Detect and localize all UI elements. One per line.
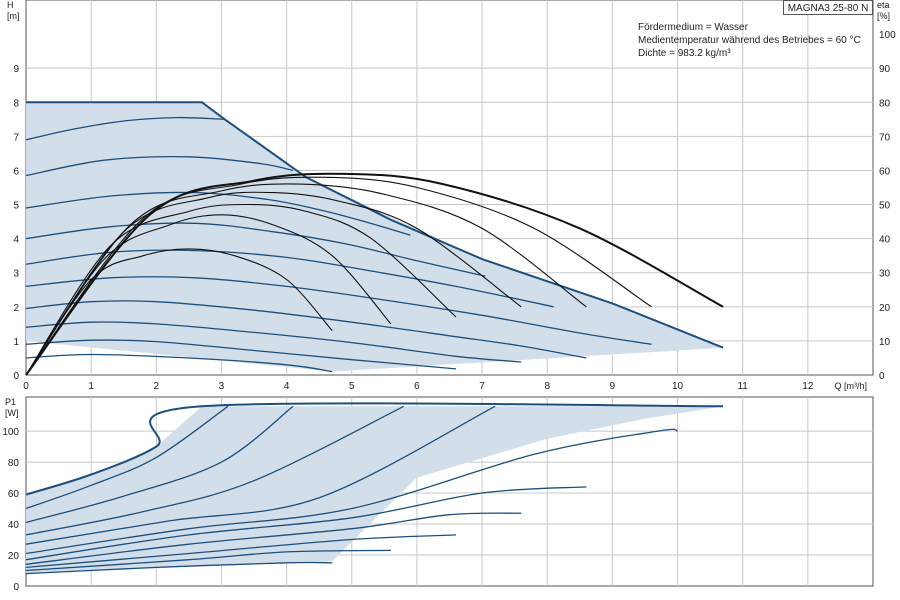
efficiency-curve: [25, 214, 392, 376]
y-tick-label: 40: [8, 520, 20, 531]
operating-range-area: [26, 406, 724, 574]
y-axis-unit: [m]: [7, 11, 20, 21]
y-tick-label: 0: [13, 371, 19, 382]
y-tick-label: 2: [13, 303, 19, 314]
annotation-text: Fördermedium = Wasser: [638, 22, 749, 33]
y-tick-label: 0: [13, 582, 19, 593]
y-right-tick-label: 90: [879, 64, 891, 75]
efficiency-curve: [25, 172, 724, 376]
head-curve: [26, 101, 724, 349]
y-right-tick-label: 30: [879, 269, 891, 280]
y-axis-label: P1: [5, 397, 16, 407]
y-tick-label: 6: [13, 166, 19, 177]
y-tick-label: 5: [13, 201, 19, 212]
efficiency-curve: [25, 203, 457, 376]
head-curve: [25, 300, 587, 359]
y-right-tick-label: 80: [879, 98, 891, 109]
y-right-tick-label: 0: [879, 371, 885, 382]
y-tick-label: 80: [8, 458, 20, 469]
y-tick-label: 8: [13, 98, 19, 109]
y-right-tick-label: 100: [879, 30, 896, 41]
x-tick-label: 5: [349, 381, 355, 392]
head-curve: [25, 339, 457, 370]
y-tick-label: 3: [13, 269, 19, 280]
y-right-tick-label: 50: [879, 201, 891, 212]
x-tick-label: 2: [154, 381, 160, 392]
y-axis-unit: [W]: [5, 408, 19, 418]
y-tick-label: 100: [2, 427, 19, 438]
x-tick-label: 0: [23, 381, 29, 392]
y-right-tick-label: 10: [879, 337, 891, 348]
y-right-axis-label: eta: [877, 0, 890, 10]
head-efficiency-chart: 0102030405060708090100eta[%]0123456789H[…: [7, 0, 896, 392]
y-right-axis-unit: [%]: [877, 11, 890, 21]
power-curve: [25, 486, 587, 561]
power-chart: 0 20 40 60 80 100 P1[W]: [2, 396, 874, 593]
x-tick-label: 8: [544, 381, 550, 392]
head-curve: [25, 155, 294, 177]
x-tick-label: 1: [88, 381, 94, 392]
x-tick-label: 9: [610, 381, 616, 392]
x-axis-label: Q [m³/h]: [834, 381, 867, 391]
operating-range-area: [26, 102, 724, 372]
power-curve: [25, 512, 522, 565]
power-curve: [25, 405, 294, 524]
head-curve: [25, 353, 333, 373]
power-curve: [25, 549, 391, 572]
y-right-tick-label: 20: [879, 303, 891, 314]
y-tick-label: 9: [13, 64, 19, 75]
annotation-text: Medientemperatur während des Betriebes =…: [638, 35, 861, 46]
y-right-tick-label: 60: [879, 166, 891, 177]
y-tick-label: 7: [13, 132, 19, 143]
y-tick-label: 20: [8, 551, 20, 562]
x-tick-label: 6: [414, 381, 420, 392]
power-curve: [25, 534, 457, 569]
x-tick-label: 7: [479, 381, 485, 392]
efficiency-curve: [25, 248, 333, 376]
y-tick-label: 60: [8, 489, 20, 500]
x-tick-label: 10: [672, 381, 684, 392]
head-curve: [25, 276, 652, 345]
pump-model-label: MAGNA3 25-80 N: [783, 0, 873, 15]
power-curve: [25, 405, 405, 536]
y-tick-label: 4: [13, 235, 19, 246]
head-curve: [25, 222, 486, 277]
head-curve: [25, 191, 411, 236]
y-right-tick-label: 70: [879, 132, 891, 143]
y-tick-label: 1: [13, 337, 19, 348]
x-tick-label: 3: [219, 381, 225, 392]
y-right-tick-label: 40: [879, 235, 891, 246]
efficiency-curve: [25, 183, 587, 376]
power-curve: [25, 428, 678, 555]
power-curve: [25, 405, 496, 545]
x-tick-label: 12: [802, 381, 814, 392]
x-tick-label: 11: [737, 381, 748, 392]
head-curve: [25, 321, 522, 363]
efficiency-curve: [25, 176, 652, 376]
annotation-text: Dichte = 983.2 kg/m³: [638, 48, 731, 59]
power-curve: [25, 561, 333, 575]
y-axis-label: H: [7, 0, 14, 10]
head-curve: [25, 116, 225, 141]
x-tick-label: 4: [284, 381, 290, 392]
power-curve: [25, 402, 724, 496]
power-curve: [25, 405, 229, 510]
